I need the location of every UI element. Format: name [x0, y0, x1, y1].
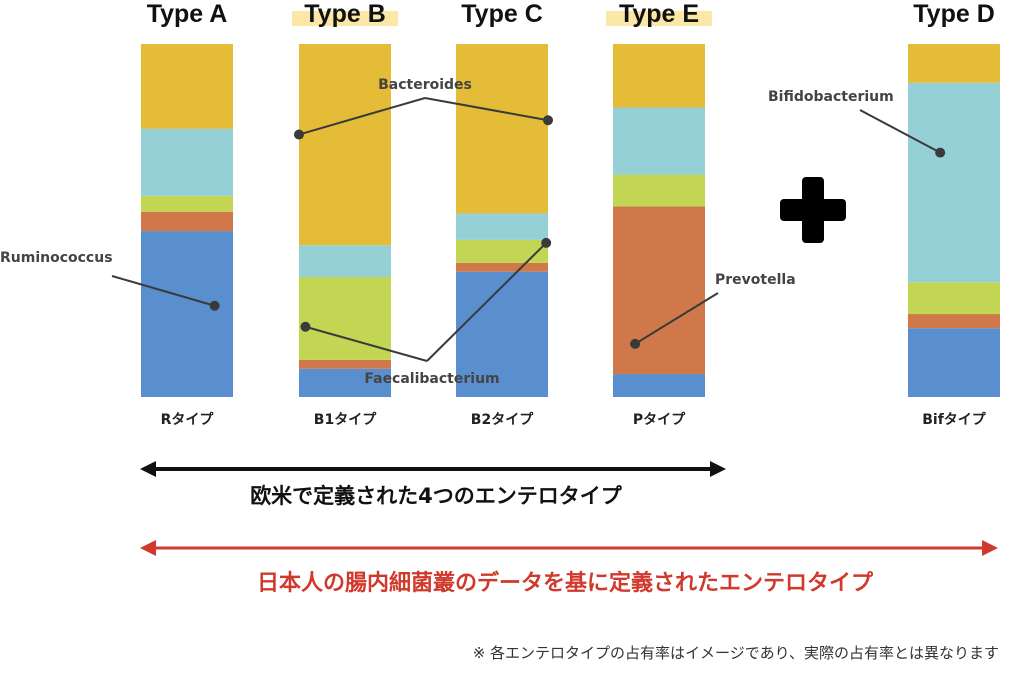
bar-title-type-e: Type E: [619, 0, 699, 28]
bar-segment-type-b-bifidobacterium: [299, 245, 391, 277]
bar-segment-type-c-prevotella: [456, 262, 548, 272]
title-highlight-type-e: [606, 11, 712, 26]
footnote: ※ 各エンテロタイプの占有率はイメージであり、実際の占有率とは異なります: [473, 644, 999, 662]
bar-segment-type-a-bacteroides: [141, 44, 233, 129]
bar-label-type-b: B1タイプ: [314, 412, 377, 428]
bar-segment-type-d-faecalibacterium: [908, 282, 1000, 315]
bar-segment-type-e-prevotella: [613, 206, 705, 375]
bar-segment-type-a-ruminococcus: [141, 231, 233, 397]
annotation-leader-line: [424, 97, 549, 122]
annotation-label-ruminococcus: Ruminococcus: [0, 250, 113, 266]
bar-segment-type-e-faecalibacterium: [613, 174, 705, 207]
annotation-label-faecalibacterium: Faecalibacterium: [364, 371, 499, 387]
arrow-caption: 欧米で定義された4つのエンテロタイプ: [250, 484, 623, 508]
annotation-leader-line: [859, 109, 941, 154]
bar-segment-type-a-bifidobacterium: [141, 128, 233, 196]
range-arrow-2: 日本人の腸内細菌叢のデータを基に定義されたエンテロタイプ: [140, 540, 998, 596]
bar-title-type-a: Type A: [147, 0, 228, 28]
genus-annotations: Bacteroides Ruminococcus Faecalibacterium P…: [0, 77, 946, 387]
annotation-leader-line: [305, 325, 428, 362]
title-highlight-type-b: [292, 11, 398, 26]
annotation-dot: [300, 321, 311, 332]
annotation-leader-line: [426, 242, 547, 362]
bar-segment-type-d-prevotella: [908, 314, 1000, 329]
arrow-head-left: [140, 540, 156, 556]
annotation-leader-line: [634, 292, 719, 345]
type-titles: Type A Type B Type C Type E Type D: [147, 0, 995, 28]
bar-segment-type-e-bacteroides: [613, 44, 705, 108]
arrow-head-right: [982, 540, 998, 556]
bar-label-type-e: Pタイプ: [633, 412, 686, 428]
arrow-head-left: [140, 461, 156, 477]
bar-label-type-d: Bifタイプ: [922, 412, 987, 428]
bar-title-type-b: Type B: [304, 0, 386, 28]
bar-segment-type-c-faecalibacterium: [456, 239, 548, 263]
bar-segment-type-a-faecalibacterium: [141, 195, 233, 212]
range-arrows: 欧米で定義された4つのエンテロタイプ日本人の腸内細菌叢のデータを基に定義されたエ…: [140, 461, 998, 596]
bar-segment-type-c-bacteroides: [456, 44, 548, 214]
bar-segment-type-c-bifidobacterium: [456, 213, 548, 240]
annotation-ruminococcus: Ruminococcus: [0, 250, 220, 311]
annotation-label-bacteroides: Bacteroides: [378, 77, 472, 93]
bar-segment-type-b-bacteroides: [299, 44, 391, 246]
annotation-bifidobacterium: Bifidobacterium: [768, 89, 946, 158]
annotation-prevotella: Prevotella: [630, 272, 796, 349]
bar-segment-type-a-prevotella: [141, 211, 233, 232]
annotation-bacteroides: Bacteroides: [294, 77, 553, 140]
annotation-leader-line: [111, 275, 215, 307]
arrow-head-right: [710, 461, 726, 477]
bar-segment-type-b-prevotella: [299, 359, 391, 369]
bar-label-type-a: Rタイプ: [161, 412, 215, 428]
annotation-label-prevotella: Prevotella: [715, 272, 796, 288]
annotation-dot: [209, 300, 220, 311]
bar-title-type-c: Type C: [461, 0, 543, 28]
bar-segment-type-b-ruminococcus: [299, 368, 391, 397]
plus-icon-vertical: [802, 177, 824, 243]
annotation-dot: [935, 147, 946, 158]
annotation-dot: [630, 338, 641, 349]
annotation-dot: [294, 129, 304, 140]
bar-segment-type-e-ruminococcus: [613, 374, 705, 397]
range-arrow-1: 欧米で定義された4つのエンテロタイプ: [140, 461, 726, 508]
bar-segment-type-c-ruminococcus: [456, 271, 548, 397]
annotation-dot: [541, 237, 552, 248]
bar-segment-type-d-bacteroides: [908, 44, 1000, 83]
annotation-dot: [543, 115, 553, 126]
annotation-faecalibacterium: Faecalibacterium: [300, 237, 552, 387]
bar-segment-type-d-ruminococcus: [908, 328, 1000, 397]
bar-segment-type-d-bifidobacterium: [908, 82, 1000, 283]
annotation-leader-line: [298, 97, 426, 136]
title-highlights: [292, 11, 712, 26]
bar-title-type-d: Type D: [913, 0, 995, 28]
bar-label-type-c: B2タイプ: [471, 412, 534, 428]
plus-icon: [780, 177, 846, 243]
arrow-caption: 日本人の腸内細菌叢のデータを基に定義されたエンテロタイプ: [257, 570, 874, 596]
stacked-bars: [141, 44, 1000, 397]
annotation-label-bifidobacterium: Bifidobacterium: [768, 89, 894, 105]
bar-segment-type-e-bifidobacterium: [613, 107, 705, 175]
bar-labels: Rタイプ B1タイプ B2タイプ Pタイプ Bifタイプ: [161, 412, 987, 428]
